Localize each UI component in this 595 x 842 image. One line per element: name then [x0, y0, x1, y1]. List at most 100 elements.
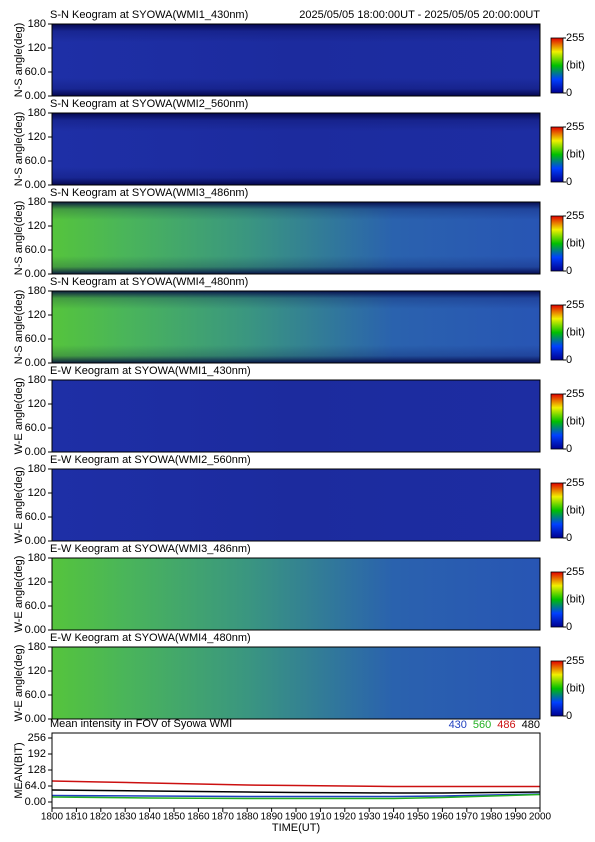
colorbar-tick-label: 255: [566, 566, 584, 578]
x-tick-label: 1870: [212, 812, 235, 823]
y-axis-label: W-E angle(deg): [13, 467, 25, 544]
colorbar-tick-label: 255: [566, 210, 584, 222]
legend-entry: 560: [473, 719, 491, 731]
keogram-edge: [52, 113, 540, 185]
series-line: [51, 789, 541, 794]
x-tick-label: 1970: [456, 812, 479, 823]
colorbar: [550, 660, 564, 717]
colorbar-tick-label: 255: [566, 388, 584, 400]
keogram-edge: [52, 291, 540, 363]
y-tick-label: 180: [28, 463, 46, 475]
panel-frame: [51, 112, 541, 186]
x-tick-label: 1930: [358, 812, 381, 823]
x-tick-label: 1820: [90, 812, 113, 823]
colorbar-tick-label: 255: [566, 121, 584, 133]
colorbar-label: (bit): [566, 415, 585, 427]
y-tick-label: 256: [28, 732, 46, 744]
y-tick-label: 60.0: [25, 244, 46, 256]
y-tick-label: 60.0: [25, 511, 46, 523]
colorbar-label: (bit): [566, 682, 585, 694]
colorbar-tick-label: 255: [566, 477, 584, 489]
y-axis-label: N-S angle(deg): [13, 112, 25, 187]
x-tick-label: 1880: [236, 812, 259, 823]
colorbar-tick-label: 255: [566, 299, 584, 311]
y-tick-label: 180: [28, 107, 46, 119]
series-line: [51, 793, 541, 800]
y-tick-label: 0.00: [25, 357, 46, 369]
colorbar-label: (bit): [566, 326, 585, 338]
y-tick-label: 60.0: [25, 66, 46, 78]
panel-title: E-W Keogram at SYOWA(WMI3_486nm): [50, 543, 251, 555]
colorbar-tick-label: 0: [566, 532, 572, 544]
legend-entry: 430: [449, 719, 467, 731]
y-tick-label: 60.0: [25, 422, 46, 434]
y-tick-label: 60.0: [25, 689, 46, 701]
y-tick-label: 0.00: [25, 796, 46, 808]
colorbar-tick-label: 255: [566, 32, 584, 44]
x-tick-label: 1920: [334, 812, 357, 823]
colorbar: [550, 571, 564, 628]
x-tick-label: 1810: [65, 812, 88, 823]
colorbar-label: (bit): [566, 148, 585, 160]
y-axis-label: N-S angle(deg): [13, 23, 25, 98]
x-tick-label: 1910: [309, 812, 332, 823]
y-tick-label: 180: [28, 285, 46, 297]
colorbar: [550, 215, 564, 272]
colorbar-label: (bit): [566, 237, 585, 249]
colorbar-tick-label: 0: [566, 621, 572, 633]
y-axis-label: W-E angle(deg): [13, 378, 25, 455]
y-axis-label: W-E angle(deg): [13, 556, 25, 633]
y-tick-label: 180: [28, 18, 46, 30]
series-line: [51, 780, 540, 788]
panel-frame: [51, 23, 541, 97]
x-tick-label: 1990: [504, 812, 527, 823]
y-tick-label: 60.0: [25, 155, 46, 167]
panel-title: E-W Keogram at SYOWA(WMI4_480nm): [50, 632, 251, 644]
colorbar-label: (bit): [566, 593, 585, 605]
x-tick-label: 1800: [41, 812, 64, 823]
y-tick-label: 180: [28, 641, 46, 653]
colorbar-tick-label: 0: [566, 265, 572, 277]
colorbar-label: (bit): [566, 504, 585, 516]
x-tick-label: 1840: [138, 812, 161, 823]
x-tick-label: 1960: [431, 812, 454, 823]
colorbar: [550, 37, 564, 94]
panel-title: S-N Keogram at SYOWA(WMI2_560nm): [50, 98, 248, 110]
panel-title: S-N Keogram at SYOWA(WMI3_486nm): [50, 187, 248, 199]
colorbar-tick-label: 0: [566, 443, 572, 455]
colorbar-tick-label: 0: [566, 354, 572, 366]
y-tick-label: 180: [28, 374, 46, 386]
keogram-image: [52, 558, 540, 630]
colorbar-label: (bit): [566, 59, 585, 71]
panel-frame: [51, 379, 541, 453]
y-tick-label: 192: [28, 748, 46, 760]
y-tick-label: 60.0: [25, 333, 46, 345]
panel-title: Mean intensity in FOV of Syowa WMI: [50, 718, 232, 730]
colorbar-tick-label: 255: [566, 655, 584, 667]
y-tick-label: 0.00: [25, 713, 46, 725]
y-tick-label: 0.00: [25, 179, 46, 191]
time-range: 2025/05/05 18:00:00UT - 2025/05/05 20:00…: [299, 9, 540, 21]
panel-title: S-N Keogram at SYOWA(WMI4_480nm): [50, 276, 248, 288]
y-tick-label: 0.00: [25, 535, 46, 547]
y-tick-label: 180: [28, 196, 46, 208]
keogram-edge: [52, 24, 540, 96]
panel-frame: [51, 201, 541, 275]
colorbar: [550, 482, 564, 539]
y-tick-label: 120: [28, 665, 46, 677]
x-tick-label: 1860: [187, 812, 210, 823]
keogram-edge: [52, 202, 540, 274]
colorbar: [550, 304, 564, 361]
y-tick-label: 64.0: [25, 780, 46, 792]
keogram-image: [52, 380, 540, 452]
colorbar-tick-label: 0: [566, 710, 572, 722]
x-tick-label: 1900: [285, 812, 308, 823]
colorbar-tick-label: 0: [566, 87, 572, 99]
x-tick-label: 1890: [260, 812, 283, 823]
plot-frame: [51, 732, 541, 809]
y-tick-label: 120: [28, 131, 46, 143]
series-line: [51, 793, 541, 798]
x-tick-label: 1850: [163, 812, 186, 823]
y-axis-label: N-S angle(deg): [13, 290, 25, 365]
